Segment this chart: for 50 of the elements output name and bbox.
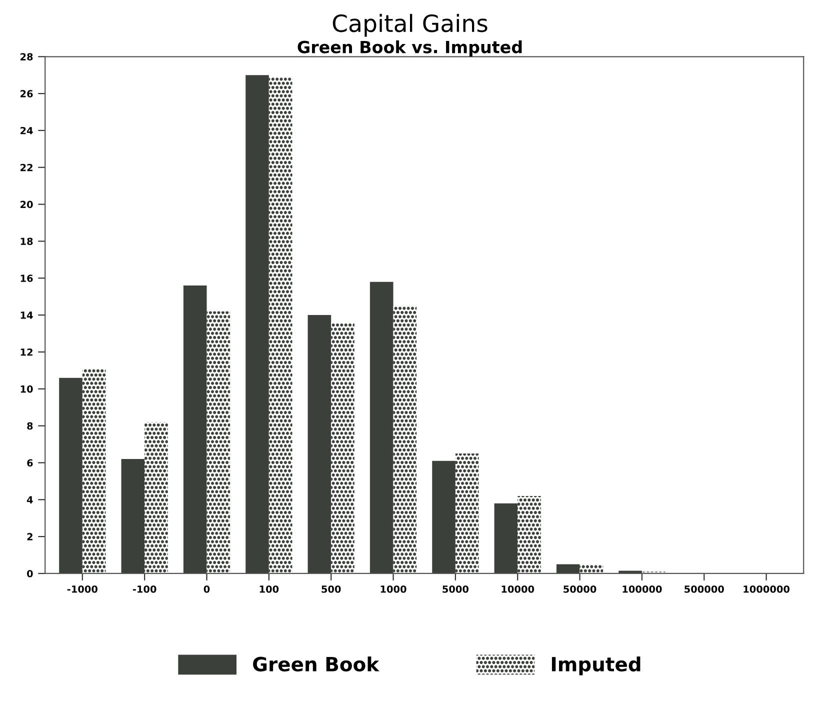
x-tick-label: 500000 — [684, 585, 724, 593]
y-tick-label: 10 — [20, 385, 33, 393]
bar — [432, 460, 456, 574]
x-tick-label: 100 — [260, 585, 279, 593]
chart-subtitle: Green Book vs. Imputed — [298, 40, 522, 57]
y-tick-label: 8 — [27, 422, 33, 430]
y-tick-label: 4 — [26, 496, 33, 504]
y-tick-label: 28 — [20, 53, 33, 60]
y-tick-label: 26 — [20, 90, 33, 98]
bar — [268, 76, 292, 574]
x-tick-label: 0 — [204, 585, 210, 593]
bar — [308, 315, 332, 574]
bar — [121, 459, 145, 574]
y-tick-label: 2 — [27, 533, 32, 540]
y-tick-label: 0 — [26, 570, 33, 578]
y-tick-label: 24 — [20, 126, 33, 134]
bar — [82, 368, 106, 574]
y-tick-label: 16 — [20, 274, 33, 282]
y-tick-label: 22 — [20, 164, 32, 172]
x-tick-label: 50000 — [564, 585, 596, 593]
x-tick-label: 5000 — [442, 585, 468, 593]
bar — [494, 503, 518, 574]
x-tick-label: 10000 — [502, 585, 534, 593]
bar — [370, 282, 394, 574]
bar — [556, 564, 580, 574]
bar — [59, 378, 82, 574]
bar — [206, 311, 230, 574]
y-tick-label: 12 — [20, 348, 32, 356]
bar — [518, 496, 541, 574]
y-tick-label: 18 — [20, 238, 33, 246]
y-tick-label: 20 — [20, 200, 33, 208]
x-tick-label: -100 — [132, 585, 156, 593]
bar — [246, 75, 269, 574]
legend-label: Imputed — [552, 656, 640, 676]
legend-label: Green Book — [253, 656, 380, 672]
bar — [144, 422, 168, 574]
bar — [183, 286, 207, 574]
bar — [331, 322, 354, 574]
y-tick-label: 6 — [27, 459, 33, 467]
bar — [618, 570, 642, 574]
x-tick-label: 1000000 — [744, 585, 790, 593]
bar — [393, 306, 417, 574]
bar — [580, 564, 604, 574]
x-tick-label: 1000 — [380, 585, 406, 593]
x-tick-label: -1000 — [67, 585, 98, 593]
x-tick-label: 100000 — [622, 585, 662, 593]
chart-title: Capital Gains — [332, 14, 488, 37]
bar — [455, 454, 479, 574]
x-tick-label: 500 — [322, 585, 341, 593]
y-tick-label: 14 — [20, 312, 33, 319]
